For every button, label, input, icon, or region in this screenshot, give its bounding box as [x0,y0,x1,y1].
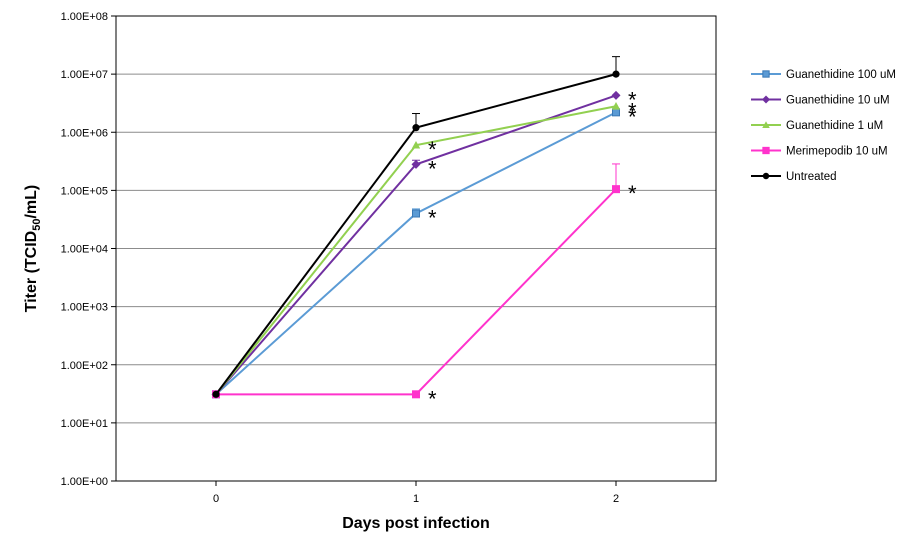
significance-star: * [628,181,637,206]
legend-item-guanethidine-1-um: Guanethidine 1 uM [751,120,883,132]
legend-label: Guanethidine 10 uM [786,95,890,107]
x-axis-title: Days post infection [342,515,490,532]
legend-swatch-marker [762,70,770,78]
legend-item-untreated: Untreated [751,171,837,183]
y-axis-ticks: 1.00E+00 1.00E+01 1.00E+02 1.00E+03 1.00E+04… [61,11,116,488]
y-axis-title-subscript: 50 [31,219,43,231]
significance-star: * [628,87,637,112]
data-point [611,90,621,100]
significance-star: * [628,104,637,129]
significance-star: * [628,98,637,123]
y-tick-label: 1.00E+02 [61,360,108,372]
legend-swatch-marker [762,172,770,180]
y-tick-label: 1.00E+04 [61,244,108,256]
series-group [211,56,621,399]
data-point [612,70,620,78]
series-merimepodib-10-um [212,163,620,399]
y-axis-title-main: Titer (TCID [23,231,40,312]
y-tick-label: 1.00E+03 [61,302,108,314]
legend-label: Untreated [786,171,837,183]
y-axis-title-end: /mL) [23,185,40,219]
series-untreated [212,56,620,398]
legend-item-guanethidine-100-um: Guanethidine 100 uM [751,69,896,81]
y-tick-label: 1.00E+00 [61,476,108,488]
data-point [412,390,420,399]
significance-star: * [428,137,437,162]
series-line [216,188,617,396]
legend-swatch-marker [762,146,770,155]
data-point [611,102,621,110]
data-point [212,390,220,398]
significance-star: * [428,386,437,411]
y-tick-label: 1.00E+06 [61,127,108,139]
data-point [412,209,420,218]
series-line [215,94,617,395]
gridlines [116,15,716,482]
y-tick-label: 1.00E+07 [61,69,108,81]
x-tick-label: 1 [413,493,419,505]
series-guanethidine-100-um [212,108,620,399]
significance-star: * [428,206,437,231]
y-tick-label: 1.00E+01 [61,418,108,430]
data-point [612,185,620,194]
x-axis-ticks: 0 1 2 [213,481,619,505]
data-point [612,108,620,117]
data-point [411,159,421,169]
data-point [411,140,421,149]
y-tick-label: 1.00E+08 [61,11,108,23]
series-line [215,111,617,396]
legend-swatch-marker [762,121,770,129]
legend: Guanethidine 100 uM Guanethidine 10 uM Gua… [751,69,896,183]
legend-item-merimepodib-10-um: Merimepodib 10 uM [751,146,888,158]
y-tick-label: 1.00E+05 [61,185,108,197]
data-point [412,124,420,132]
series-guanethidine-10-um [211,90,621,399]
significance-star: * [428,156,437,181]
legend-item-guanethidine-10-um: Guanethidine 10 uM [751,95,890,107]
legend-label: Guanethidine 100 uM [786,69,896,81]
series-guanethidine-1-um [211,102,621,398]
legend-label: Guanethidine 1 uM [786,120,883,132]
x-tick-label: 0 [213,493,219,505]
significance-markers: ******** [428,87,637,411]
y-axis-title: Titer (TCID50/mL) [23,185,43,313]
x-tick-label: 2 [613,493,619,505]
legend-label: Merimepodib 10 uM [786,146,888,158]
legend-swatch-marker [761,95,771,104]
